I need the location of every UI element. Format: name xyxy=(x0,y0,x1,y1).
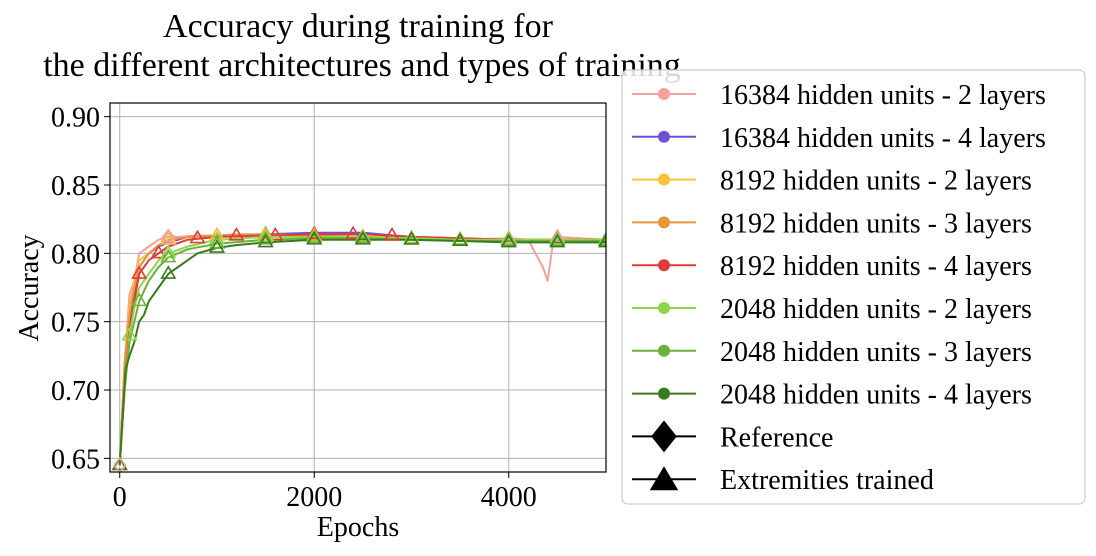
extremities-marker xyxy=(131,265,148,279)
extremities-marker xyxy=(549,228,566,242)
x-tick-label: 4000 xyxy=(481,482,537,513)
legend-marker xyxy=(658,387,670,400)
extremities-marker xyxy=(306,231,323,245)
legend-label: 2048 hidden units - 4 layers xyxy=(720,380,1032,411)
legend-label: 8192 hidden units - 3 layers xyxy=(720,208,1032,239)
extremities-marker xyxy=(403,231,420,245)
series-line xyxy=(118,233,606,466)
extremities-marker xyxy=(257,228,274,242)
chart-title-line-2: the different architectures and types of… xyxy=(43,47,681,84)
reference-marker xyxy=(161,228,175,246)
grid xyxy=(110,103,606,472)
legend-label: 2048 hidden units - 2 layers xyxy=(720,294,1032,325)
x-axis-ticks: 0 2000 4000 xyxy=(113,472,537,513)
extremities-marker xyxy=(208,239,226,253)
legend-label: 8192 hidden units - 4 layers xyxy=(720,251,1032,282)
extremities-marker xyxy=(160,244,177,259)
extremities-marker xyxy=(257,231,274,245)
extremities-marker xyxy=(549,233,566,248)
extremities-marker xyxy=(160,265,177,279)
extremities-marker xyxy=(189,229,206,244)
series-line xyxy=(118,231,606,466)
legend-label: 2048 hidden units - 3 layers xyxy=(720,337,1032,368)
legend: 16384 hidden units - 2 layers 16384 hidde… xyxy=(621,69,1086,505)
legend-marker xyxy=(658,216,670,229)
series-line xyxy=(118,237,606,466)
extremities-marker xyxy=(111,456,128,471)
y-tick-label: 0.75 xyxy=(51,308,100,339)
legend-marker xyxy=(658,130,670,143)
extremities-marker xyxy=(345,225,362,240)
legend-marker xyxy=(658,302,670,314)
chart-title-line-1: Accuracy during training for xyxy=(163,8,554,45)
x-tick-label: 0 xyxy=(113,482,127,513)
extremities-marker xyxy=(208,235,226,249)
reference-marker xyxy=(113,456,127,472)
legend-marker xyxy=(658,344,670,357)
extremities-marker xyxy=(452,232,469,247)
legend-label: 8192 hidden units - 2 layers xyxy=(720,166,1032,197)
legend-frame xyxy=(621,69,1086,505)
extremities-marker xyxy=(228,226,245,241)
extremities-marker xyxy=(160,228,177,242)
extremities-marker xyxy=(354,231,371,245)
legend-label: Reference xyxy=(720,422,833,453)
legend-label: 16384 hidden units - 4 layers xyxy=(720,123,1046,154)
series-line xyxy=(118,233,606,466)
extremities-marker xyxy=(208,231,226,245)
extremities-marker xyxy=(267,226,284,241)
series-lines xyxy=(118,231,606,466)
y-tick-label: 0.85 xyxy=(51,171,100,202)
x-axis-label: Epochs xyxy=(317,512,399,543)
legend-label: 16384 hidden units - 2 layers xyxy=(720,80,1046,111)
extremities-marker xyxy=(131,292,148,307)
legend-marker xyxy=(658,259,670,272)
y-axis-ticks: 0.65 0.70 0.75 0.80 0.85 0.90 xyxy=(51,103,110,475)
extremities-marker xyxy=(160,248,177,263)
x-tick-label: 2000 xyxy=(286,482,342,513)
y-tick-label: 0.90 xyxy=(51,103,100,134)
series-line xyxy=(118,234,606,466)
legend-marker xyxy=(649,466,679,491)
extremities-marker xyxy=(500,233,517,248)
y-tick-label: 0.80 xyxy=(51,239,100,270)
extremities-marker xyxy=(597,233,606,248)
legend-marker xyxy=(658,88,670,100)
legend-label: Extremities trained xyxy=(720,465,934,496)
series-line xyxy=(118,233,606,466)
series-line xyxy=(118,238,606,466)
series-markers xyxy=(111,225,606,472)
extremities-marker xyxy=(150,244,167,259)
legend-marker xyxy=(658,173,670,186)
y-tick-label: 0.65 xyxy=(51,444,100,475)
extremities-marker xyxy=(383,226,401,241)
extremities-marker xyxy=(257,233,274,248)
legend-marker xyxy=(651,420,677,453)
y-axis-label: Accuracy xyxy=(14,234,45,341)
plot-frame xyxy=(109,102,607,473)
y-tick-label: 0.70 xyxy=(51,376,100,407)
series-line xyxy=(118,235,606,466)
extremities-marker xyxy=(121,326,138,341)
